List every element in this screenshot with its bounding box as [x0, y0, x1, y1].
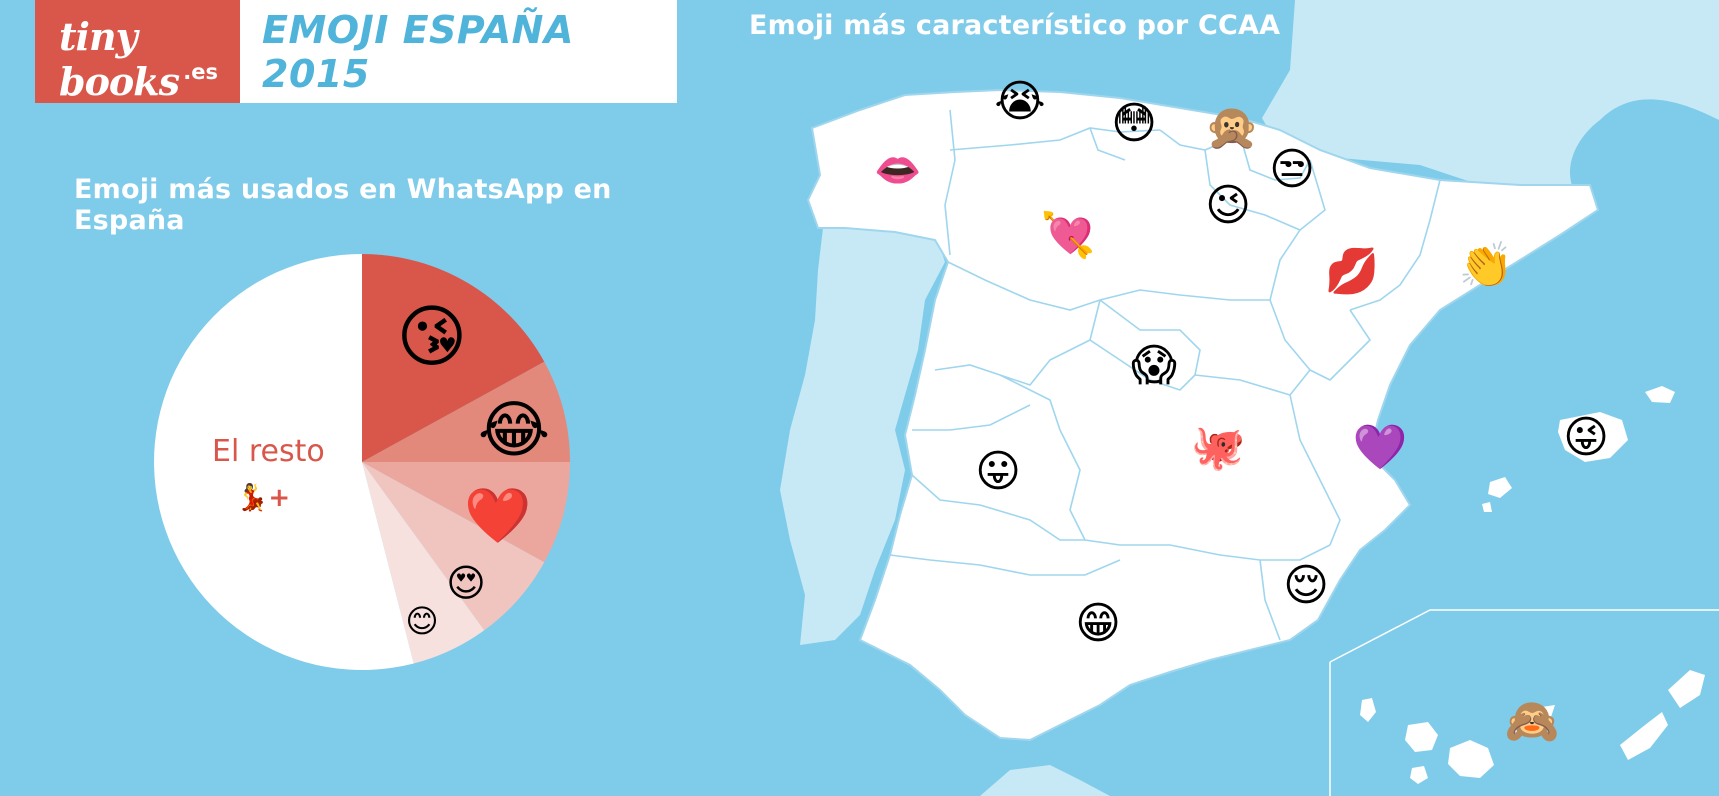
pie-slice-2 [362, 462, 570, 563]
pie-slice-label-heart-eyes-emoji: 😍 [446, 561, 486, 605]
region-madrid-scream-emoji: 😱 [1131, 340, 1177, 391]
pie-slice-0 [362, 254, 545, 462]
canarias-inset-border [1329, 609, 1719, 663]
region-cataluna-clapping-emoji: 👏 [1458, 240, 1514, 291]
region-cantabria-flushed-emoji: 😳 [1111, 98, 1157, 149]
land-france [1262, 0, 1719, 210]
region-andalucia-grimace-emoji: 😁 [1075, 598, 1121, 649]
logo-sub: .es [183, 60, 218, 84]
region-baleares-wink-tongue-emoji: 😜 [1563, 412, 1609, 463]
title-box: EMOJI ESPAÑA 2015 [240, 0, 677, 103]
pie-rest-icons: 💃+ [236, 483, 291, 513]
pie-slice-3 [362, 462, 545, 631]
pie-rest-label: El resto [212, 434, 325, 469]
land-portugal [780, 226, 945, 645]
region-castillayleon-heart-arrow-emoji: 💘 [1040, 210, 1096, 261]
pie-slice-label-tears-of-joy-emoji: 😂 [477, 393, 551, 466]
region-borders [889, 109, 1441, 641]
pie-slice-4 [362, 462, 485, 664]
pie-slice-1 [362, 361, 570, 462]
region-navarra-unamused-emoji: 😒 [1269, 144, 1315, 195]
pie-slice-label-kiss-emoji: 😘 [396, 298, 468, 377]
map-title: Emoji más característico por CCAA [749, 10, 1281, 41]
pie-title: Emoji más usados en WhatsApp en España [74, 174, 612, 236]
pie-slice-label-heart-emoji: ❤️ [464, 484, 532, 547]
region-paisvasco-speak-no-evil-emoji: 🙊 [1204, 102, 1260, 153]
region-larioja-wink-emoji: 😉 [1205, 180, 1251, 231]
page-title: EMOJI ESPAÑA 2015 [262, 7, 574, 96]
pie-slice-label-smile-emoji: 😊 [405, 602, 439, 640]
region-extremadura-tongue-emoji: 😛 [975, 446, 1021, 497]
pie-chart [154, 254, 570, 670]
tinybooks-logo[interactable]: tiny books .es [35, 0, 240, 104]
pie-slice-5 [154, 254, 414, 670]
canary-islands [1360, 670, 1705, 784]
land-spain [806, 88, 1600, 742]
region-aragon-kiss-mark-emoji: 💋 [1324, 246, 1380, 297]
region-galicia-lips-emoji: 👄 [874, 148, 922, 192]
land-africa [980, 765, 1110, 796]
region-valenciana-purple-heart-emoji: 💜 [1352, 422, 1408, 473]
logo-text: tiny books [59, 14, 180, 104]
balearic-islands [1482, 386, 1675, 512]
region-asturias-crying-emoji: 😭 [994, 76, 1046, 127]
region-canarias-see-no-evil-emoji: 🙈 [1504, 696, 1560, 747]
region-castillalamancha-octopus-emoji: 🐙 [1190, 422, 1246, 473]
header: tiny books .es EMOJI ESPAÑA 2015 [35, 0, 677, 104]
region-murcia-relieved-emoji: 😌 [1283, 560, 1329, 611]
